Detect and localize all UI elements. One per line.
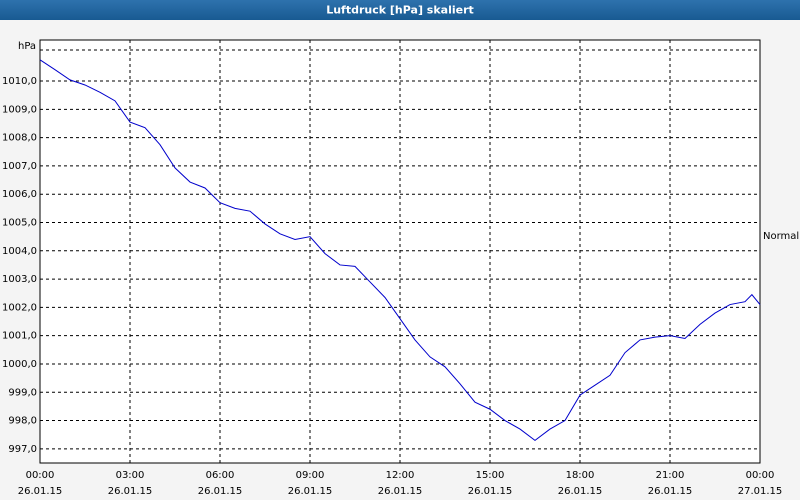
data-line (39, 59, 761, 441)
x-tick-label: 26.01.15 (378, 486, 423, 497)
x-tick-label: 03:00 (116, 470, 145, 481)
annotation: Normal (763, 231, 799, 242)
y-tick-label: 1006,0 (2, 189, 37, 200)
x-tick-label: 00:00 (26, 470, 55, 481)
y-tick-label: 1005,0 (2, 217, 37, 228)
y-tick-label: 1003,0 (2, 274, 37, 285)
x-tick-label: 21:00 (656, 470, 685, 481)
y-tick-label: 1004,0 (2, 246, 37, 257)
y-tick-label: 1008,0 (2, 133, 37, 144)
x-tick-label: 26.01.15 (18, 486, 63, 497)
y-axis-label: hPa (18, 41, 36, 52)
y-tick-label: 998,0 (8, 416, 37, 427)
y-tick-label: 999,0 (8, 387, 37, 398)
y-tick-label: 997,0 (8, 444, 37, 455)
y-tick-label: 1002,0 (2, 302, 37, 313)
x-tick-label: 00:00 (746, 470, 775, 481)
x-tick-label: 06:00 (206, 470, 235, 481)
x-tick-label: 26.01.15 (108, 486, 153, 497)
x-tick-label: 26.01.15 (648, 486, 693, 497)
x-tick-label: 26.01.15 (468, 486, 513, 497)
y-tick-label: 1001,0 (2, 331, 37, 342)
x-tick-label: 15:00 (476, 470, 505, 481)
x-tick-label: 26.01.15 (558, 486, 603, 497)
x-tick-label: 09:00 (296, 470, 325, 481)
x-tick-label: 18:00 (566, 470, 595, 481)
x-tick-label: 26.01.15 (198, 486, 243, 497)
y-tick-label: 1009,0 (2, 104, 37, 115)
y-tick-label: 1000,0 (2, 359, 37, 370)
title-bar (0, 0, 800, 20)
x-tick-label: 26.01.15 (288, 486, 333, 497)
x-tick-label: 12:00 (386, 470, 415, 481)
y-tick-label: 1010,0 (2, 76, 37, 87)
x-tick-label: 27.01.15 (738, 486, 783, 497)
chart-title: Luftdruck [hPa] skaliert (326, 4, 474, 17)
y-tick-label: 1007,0 (2, 161, 37, 172)
